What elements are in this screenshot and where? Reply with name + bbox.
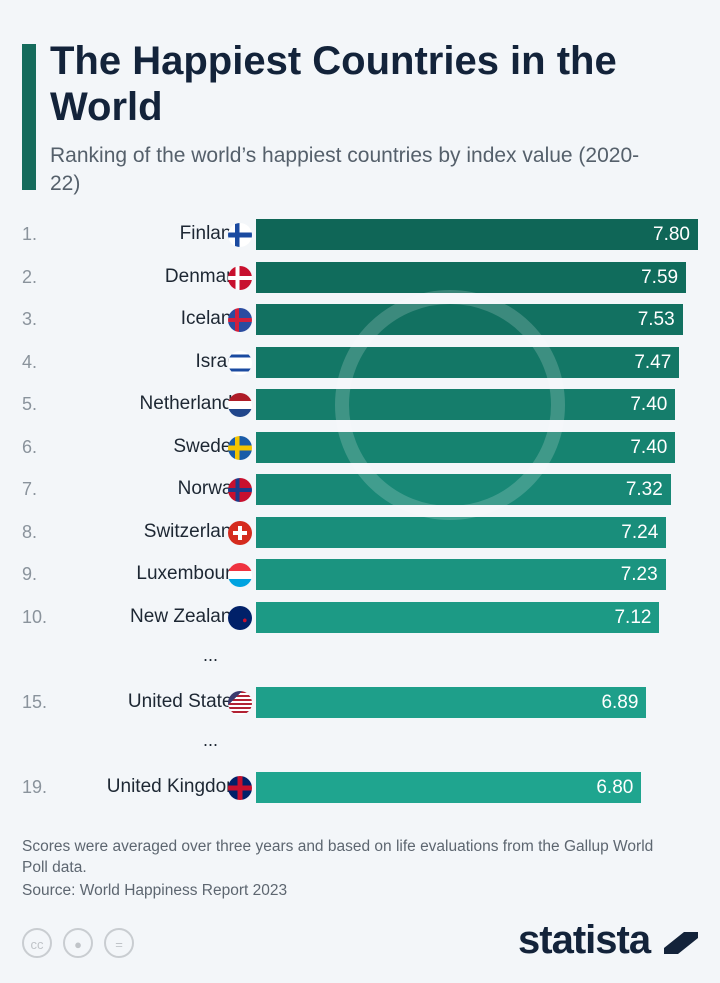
data-label: 6.80 [596,777,634,798]
data-label: 7.40 [630,437,668,458]
data-label: 7.80 [653,224,690,245]
bar: 7.40 [256,432,676,463]
switzerland-flag-icon [228,521,252,545]
bar: 7.24 [256,517,667,548]
chart-row: 6. Sweden 7.40 [0,432,720,464]
category-label: Netherlands [139,393,242,414]
category-label: Iceland [180,308,242,329]
footnote: Scores were averaged over three years an… [22,838,654,876]
chart-row: 4. Israel 7.47 [0,347,720,379]
israel-flag-icon [228,351,252,375]
bar: 7.47 [256,347,680,378]
data-label: 7.32 [625,479,663,500]
category-label: United States [127,691,242,712]
category-label: Switzerland [143,521,242,542]
rank-label: 3. [22,309,38,329]
sweden-flag-icon [228,436,252,460]
chart-row: 10. New Zealand 7.12 [0,602,720,634]
bar: 6.89 [256,687,647,718]
category-label: Sweden [173,436,242,457]
category-label: Finland [179,223,242,244]
netherlands-flag-icon [228,393,252,417]
united-states-flag-icon [228,691,252,715]
category-label: Denmark [164,266,242,287]
source: Source: World Happiness Report 2023 [22,882,288,899]
rank-label: 9. [22,564,38,584]
category-label: United Kingdom [106,776,242,797]
gap-marker: ... [203,645,219,665]
rank-label: 5. [22,394,38,414]
cc-icon[interactable]: cc [22,928,52,958]
chart-row: 1. Finland 7.80 [0,219,720,251]
data-label: 7.53 [637,309,675,330]
category-label: New Zealand [130,606,242,627]
rank-label: 8. [22,522,38,542]
statista-logo-icon [664,926,698,960]
data-label: 7.47 [634,352,672,373]
chart-subtitle: Ranking of the world’s happiest countrie… [50,144,640,195]
bar: 7.80 [256,219,698,250]
statista-logo[interactable]: statista [518,918,651,962]
category-label: Luxembourg [136,563,242,584]
iceland-flag-icon [228,308,252,332]
rank-label: 6. [22,437,38,457]
luxembourg-flag-icon [228,563,252,587]
rank-label: 1. [22,224,38,244]
rank-label: 7. [22,479,38,499]
denmark-flag-icon [228,266,252,290]
bar: 7.23 [256,559,666,590]
chart-row: 9. Luxembourg 7.23 [0,559,720,591]
finland-flag-icon [228,223,252,247]
chart-row: 8. Switzerland 7.24 [0,517,720,549]
data-label: 7.59 [641,267,679,288]
data-label: 7.40 [630,394,668,415]
bar: 6.80 [256,772,642,803]
rank-label: 2. [22,267,38,287]
title-accent-bar [22,44,36,190]
chart-title: The Happiest Countries in the World [50,39,617,129]
bar: 7.59 [256,262,687,293]
bar: 7.12 [256,602,660,633]
attribution-icon[interactable]: ● [63,928,93,958]
category-label: Norway [177,478,242,499]
rank-label: 15. [22,692,48,712]
bar: 7.53 [256,304,683,335]
chart-row: 19. United Kingdom 6.80 [0,772,720,804]
norway-flag-icon [228,478,252,502]
rank-label: 10. [22,607,48,627]
united-kingdom-flag-icon [228,776,252,800]
data-label: 7.23 [620,564,658,585]
new-zealand-flag-icon [228,606,252,630]
no-derivatives-icon[interactable]: = [104,928,134,958]
rank-label: 19. [22,777,48,797]
chart-row: 7. Norway 7.32 [0,474,720,506]
chart-row: 15. United States 6.89 [0,687,720,719]
rank-label: 4. [22,352,38,372]
chart-row: 5. Netherlands 7.40 [0,389,720,421]
bar: 7.40 [256,389,676,420]
bar: 7.32 [256,474,671,505]
data-label: 6.89 [601,692,639,713]
gap-marker: ... [203,730,219,750]
chart-row: 3. Iceland 7.53 [0,304,720,336]
data-label: 7.24 [621,522,659,543]
data-label: 7.12 [614,607,652,628]
chart-row: 2. Denmark 7.59 [0,262,720,294]
